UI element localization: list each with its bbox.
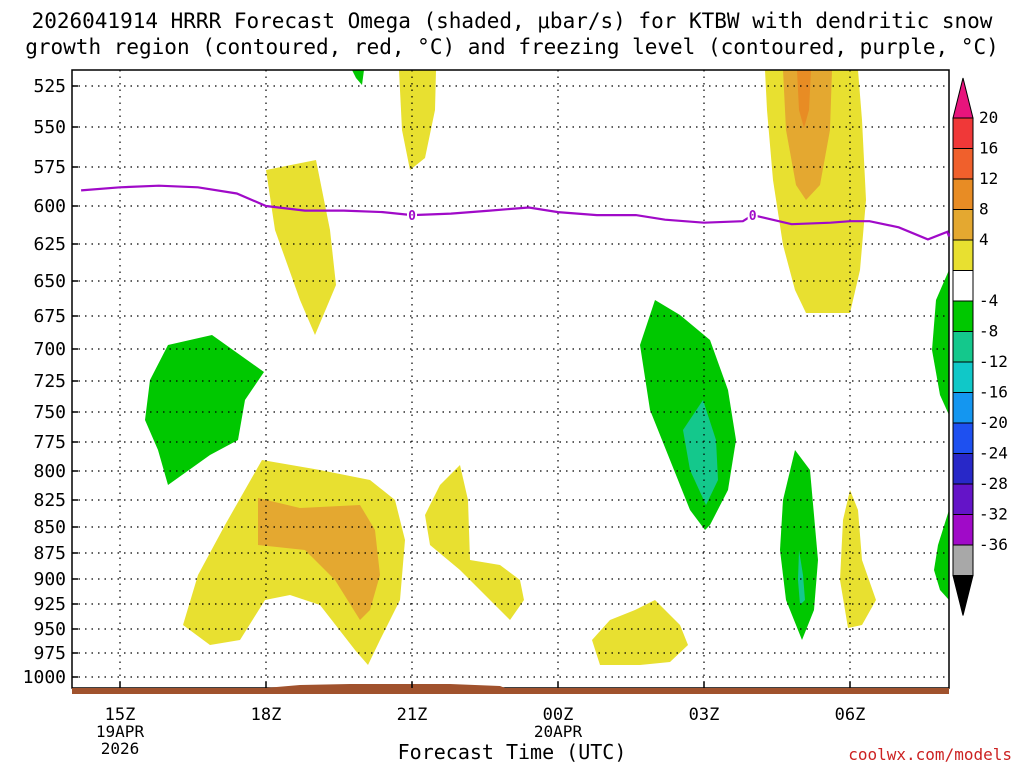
credit-link[interactable]: coolwx.com/models [848,745,1012,764]
colorbar-label-6: -8 [979,322,998,341]
omega-region-lower-positive-e [840,490,876,628]
omega-region-negative-e [934,510,949,600]
colorbar-label-1: 16 [979,139,998,158]
ground-bump [265,684,505,688]
colorbar-swatch-7 [952,331,974,363]
ground-surface [72,688,949,694]
colorbar-label-8: -16 [979,383,1008,402]
y-tick-label-625: 625 [33,234,66,255]
colorbar-label-0: 20 [979,108,998,127]
y-tick-label-550: 550 [33,117,66,138]
colorbar-swatch-14 [952,544,974,576]
colorbar-swatch-0 [952,117,974,149]
omega-region-negative-c [780,450,818,640]
omega-region-negative-a [145,335,264,485]
y-tick-label-575: 575 [33,157,66,178]
y-tick-label-725: 725 [33,371,66,392]
colorbar-bottom-arrow [952,575,974,616]
x-axis-title: Forecast Time (UTC) [397,740,627,764]
colorbar-label-3: 8 [979,200,989,219]
omega-region-lower-positive-d [592,600,688,665]
y-tick-label-1000: 1000 [23,667,66,688]
colorbar-label-11: -28 [979,474,1008,493]
y-tick-label-675: 675 [33,306,66,327]
colorbar-label-9: -20 [979,413,1008,432]
y-tick-label-850: 850 [33,517,66,538]
x-tick-label-03Z: 03Z [689,705,720,725]
x-tick-label-18Z: 18Z [251,705,282,725]
y-tick-label-525: 525 [33,76,66,97]
x-tick-label-06Z: 06Z [835,705,866,725]
colorbar-label-2: 12 [979,169,998,188]
y-axis: 525 550 575 600 625 650 675 700 725 750 775 800 825 8… [23,76,78,688]
colorbar-swatch-12 [952,483,974,515]
y-tick-label-900: 900 [33,569,66,590]
colorbar-swatch-6 [952,300,974,332]
colorbar-swatch-2 [952,178,974,210]
colorbar-swatch-3 [952,209,974,241]
colorbar-label-13: -36 [979,535,1008,554]
colorbar-swatch-13 [952,514,974,546]
freezing-level-label-1: 0 [749,209,757,224]
colorbar-swatch-8 [952,361,974,393]
y-tick-label-650: 650 [33,271,66,292]
y-tick-label-775: 775 [33,432,66,453]
x-tick-sub1-00Z: 20APR [534,722,583,741]
colorbar-label-7: -12 [979,352,1008,371]
chart-title-line1: 2026041914 HRRR Forecast Omega (shaded, … [31,9,993,33]
y-tick-label-875: 875 [33,543,66,564]
colorbar-top-arrow [952,77,974,119]
y-tick-label-950: 950 [33,619,66,640]
colorbar-swatch-11 [952,453,974,485]
y-tick-label-750: 750 [33,402,66,423]
colorbar-swatch-9 [952,392,974,424]
omega-region-negative-b [640,300,736,530]
colorbar-swatch-5 [952,270,974,302]
omega-region-negative-c-core [798,550,805,605]
colorbar-swatch-10 [952,422,974,454]
colorbar-label-10: -24 [979,444,1008,463]
grid-lines [72,70,949,688]
colorbar-label-12: -32 [979,505,1008,524]
colorbar: 20 16 12 8 4 -4 -8 -12 -16 -20 -24 -28 -32 -36 [952,77,1008,616]
x-tick-label-00Z: 00Z [543,705,574,725]
freezing-level-line [81,184,951,241]
x-tick-label-21Z: 21Z [397,705,428,725]
y-tick-label-925: 925 [33,594,66,615]
y-tick-label-700: 700 [33,339,66,360]
freezing-level-label-bg-0 [407,207,417,222]
y-tick-label-600: 600 [33,196,66,217]
x-tick-label-15Z: 15Z [105,705,136,725]
x-tick-sub2-15Z: 2026 [101,739,140,758]
colorbar-label-4: 4 [979,230,989,249]
colorbar-label-5: -4 [979,291,998,310]
omega-region-mid-positive-a [399,70,436,170]
omega-region-negative-f [352,70,364,85]
omega-region-negative-d [932,270,949,415]
freezing-level-label-bg-1 [747,207,758,222]
x-tick-sub1-15Z: 19APR [96,722,145,741]
omega-region-lower-positive-b [258,498,380,620]
colorbar-swatch-4 [952,239,974,271]
colorbar-swatch-1 [952,148,974,180]
omega-region-upper-positive-c [797,70,811,128]
omega-region-lower-positive-c [425,465,524,620]
freezing-level-label-0: 0 [408,209,416,224]
omega-region-mid-positive-b [266,160,336,335]
y-tick-label-975: 975 [33,643,66,664]
y-tick-label-825: 825 [33,490,66,511]
chart-title-line2: growth region (contoured, red, °C) and f… [25,35,999,59]
omega-region-negative-b-core [683,400,718,505]
y-tick-label-800: 800 [33,461,66,482]
